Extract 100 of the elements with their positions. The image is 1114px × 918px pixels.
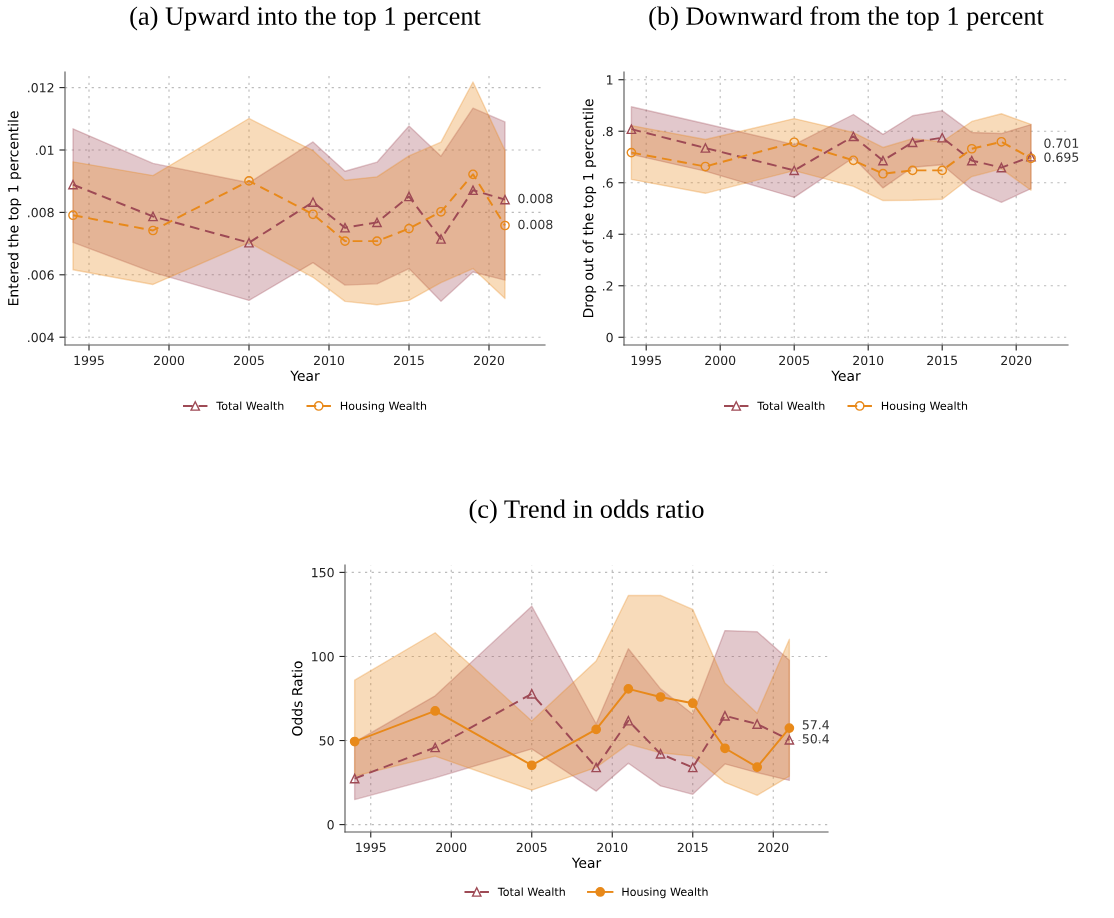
- point: [436, 234, 446, 244]
- point: [500, 220, 510, 231]
- point: [687, 762, 698, 773]
- point: [468, 185, 478, 196]
- point: [907, 137, 918, 148]
- y-axis-title: Odds Ratio: [291, 661, 303, 736]
- point: [966, 155, 977, 166]
- point: [148, 211, 158, 222]
- y-axis-title: Drop out of the top 1 percentile: [582, 99, 597, 318]
- legend-label: Total Wealth: [216, 401, 284, 411]
- point: [244, 237, 254, 248]
- legend-label: Housing Wealth: [340, 401, 427, 413]
- y-tick-label: 0: [606, 332, 613, 343]
- point: [720, 743, 730, 754]
- point: [907, 165, 918, 176]
- y-tick-label: .6: [602, 178, 613, 188]
- data-label: 0.008: [518, 193, 553, 204]
- point: [996, 162, 1007, 173]
- point: [700, 143, 711, 153]
- data-label: 50.4: [802, 734, 829, 744]
- y-tick-label: .004: [28, 332, 54, 343]
- point: [789, 165, 800, 176]
- point: [784, 734, 795, 745]
- legend-label: Total Wealth: [497, 887, 565, 896]
- point: [784, 723, 795, 733]
- x-axis-title: Year: [831, 370, 861, 382]
- y-tick-label: .008: [28, 207, 54, 218]
- point: [626, 124, 637, 135]
- point: [308, 209, 318, 220]
- x-tick-label: 2005: [234, 355, 264, 366]
- y-tick-label: .8: [602, 126, 613, 137]
- point: [430, 706, 441, 716]
- y-tick-label: .4: [602, 229, 613, 239]
- point: [430, 742, 441, 753]
- point: [148, 225, 158, 236]
- point: [372, 236, 382, 246]
- point: [878, 155, 888, 166]
- point: [500, 194, 510, 205]
- x-tick-label: 2010: [314, 355, 345, 366]
- point: [591, 724, 602, 735]
- point: [468, 169, 478, 180]
- point: [789, 137, 800, 148]
- point: [937, 132, 948, 143]
- point: [526, 688, 537, 699]
- x-tick-label: 2010: [853, 355, 884, 366]
- y-tick-label: .01: [36, 145, 54, 155]
- point: [687, 698, 698, 709]
- point: [404, 223, 414, 234]
- chart-title: (c) Trend in odds ratio: [469, 499, 704, 524]
- point: [349, 736, 360, 747]
- y-axis-title: Entered the top 1 percentile: [7, 111, 22, 306]
- point: [244, 176, 254, 186]
- data-label: 0.701: [1044, 138, 1079, 148]
- point: [68, 210, 78, 221]
- x-tick-label: 2015: [394, 355, 424, 366]
- y-tick-label: 50: [319, 736, 334, 746]
- point: [526, 760, 537, 771]
- data-label: 0.008: [518, 219, 553, 230]
- point: [752, 719, 763, 729]
- point: [996, 136, 1007, 147]
- point: [68, 179, 78, 190]
- point: [966, 143, 977, 154]
- y-tick-label: .006: [28, 270, 54, 280]
- x-tick-label: 2015: [927, 355, 958, 366]
- point: [308, 197, 318, 207]
- point: [626, 147, 637, 158]
- point: [700, 161, 711, 172]
- x-tick-label: 2000: [436, 842, 467, 853]
- x-tick-label: 1995: [631, 355, 662, 366]
- x-tick-label: 2000: [705, 355, 736, 366]
- point: [340, 222, 350, 233]
- data-label: 57.4: [802, 720, 829, 730]
- x-tick-label: 1995: [74, 355, 104, 366]
- chart-title: (b) Downward from the top 1 percent: [649, 6, 1044, 31]
- point: [848, 155, 859, 166]
- point: [655, 748, 666, 759]
- y-tick-label: 0: [327, 820, 334, 830]
- point: [655, 692, 666, 702]
- x-tick-label: 2020: [758, 842, 789, 853]
- point: [752, 762, 763, 772]
- legend-label: Housing Wealth: [881, 401, 968, 413]
- y-tick-label: 1: [607, 75, 613, 85]
- point: [623, 715, 634, 726]
- point: [372, 217, 382, 228]
- x-tick-label: 2015: [677, 842, 708, 853]
- point: [720, 710, 730, 721]
- legend-label: Housing Wealth: [622, 887, 708, 899]
- x-axis-title: Year: [571, 857, 602, 869]
- y-tick-label: 150: [312, 567, 334, 578]
- point: [404, 191, 414, 202]
- y-tick-label: 100: [312, 651, 334, 662]
- point: [349, 773, 360, 784]
- x-tick-label: 2000: [154, 355, 185, 366]
- point: [878, 168, 888, 179]
- point: [623, 684, 634, 694]
- x-tick-label: 2020: [474, 355, 505, 366]
- chart-title: (a) Upward into the top 1 percent: [130, 6, 481, 31]
- x-tick-label: 2020: [1001, 355, 1032, 366]
- x-tick-label: 2005: [779, 355, 810, 366]
- point: [937, 165, 948, 176]
